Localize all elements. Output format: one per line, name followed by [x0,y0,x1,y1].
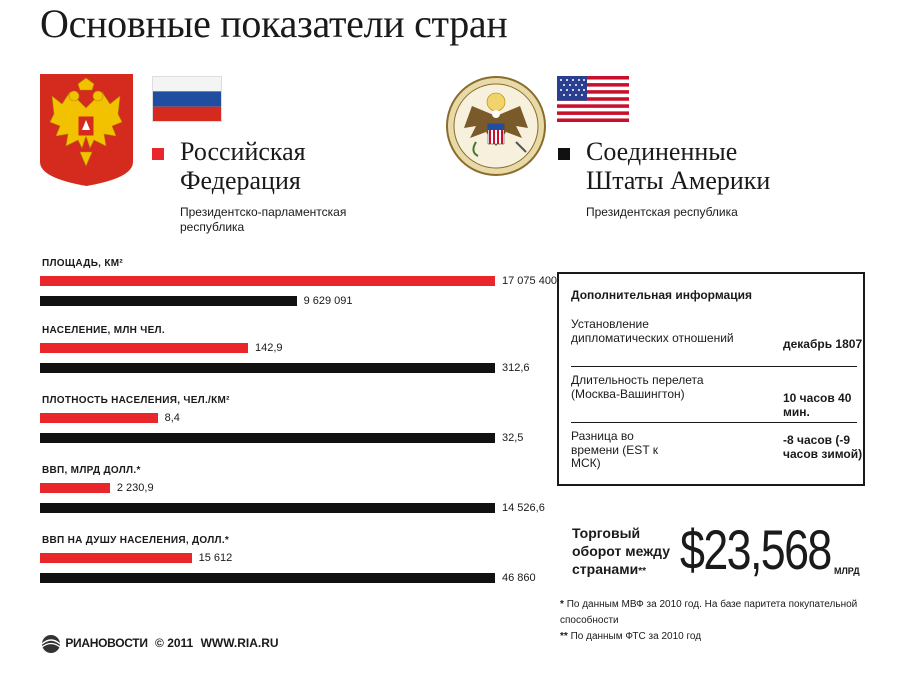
metric-label: ВВП, МЛРД ДОЛЛ.* [42,465,141,476]
footnote-text: По данным ФТС за 2010 год [570,631,702,642]
info-title: Дополнительная информация [571,288,752,302]
metric-label: ВВП НА ДУШУ НАСЕЛЕНИЯ, ДОЛЛ.* [42,535,230,546]
info-row-value: декабрь 1807 [783,337,863,351]
info-row-value: 10 часов 40 мин. [783,391,852,419]
additional-info-box: Дополнительная информация Установление д… [557,272,865,486]
russian-coat-of-arms-icon [40,74,133,186]
value-label-russia: 142,9 [254,342,283,354]
info-row-label: Длительность перелета (Москва-Вашингтон) [571,373,704,401]
ria-branding: РИАНОВОСТИ © 2011 WWW.RIA.RU [40,634,279,654]
metric-label: ПЛОТНОСТЬ НАСЕЛЕНИЯ, ЧЕЛ./КМ² [42,395,230,406]
value-label-usa: 312,6 [502,362,530,374]
russia-government-type: Президентско-парламентская республика [180,205,347,234]
bar-russia [40,553,192,563]
footnote-1: * По данным МВФ за 2010 год. На базе пар… [560,597,870,629]
ria-logo-icon [41,635,61,653]
russian-flag-icon [152,76,222,122]
footnote-2: ** По данным ФТС за 2010 год [560,629,870,645]
copyright: © 2011 [155,636,194,651]
usa-name-line1: Соединенные [586,137,738,166]
metric-label: ПЛОЩАДЬ, КМ² [42,258,123,269]
ria-logo-text: РИАНОВОСТИ [65,636,148,651]
value-label-russia: 8,4 [164,412,180,424]
usa-name-line2: Штаты Америки [586,166,771,195]
usa-legend-swatch [558,148,570,160]
page-title: Основные показатели стран [40,1,508,46]
bar-usa [40,433,495,443]
value-label-usa: 9 629 091 [303,295,353,307]
footnote-text: По данным МВФ за 2010 год. На базе парит… [560,599,858,626]
info-row-label: Разница во времени (EST к МСК) [571,429,659,470]
value-label-usa: 32,5 [502,432,524,444]
site-url: WWW.RIA.RU [200,636,279,651]
bar-usa [40,363,495,373]
value-label-russia: 2 230,9 [116,482,154,494]
trade-value: $23,568 [680,518,832,581]
info-row-value: -8 часов (-9 часов зимой) [783,433,863,461]
bar-usa [40,296,297,306]
bar-russia [40,343,248,353]
us-flag-icon [557,76,629,122]
russia-legend-swatch [152,148,164,160]
info-row-label: Установление дипломатических отношений [571,317,734,345]
trade-label-mark: ** [638,566,646,577]
bar-russia [40,276,495,286]
value-label-usa: 14 526,6 [502,502,545,514]
footnote-mark: * [560,599,564,610]
footnote-mark: ** [560,631,568,642]
russia-name-line1: Российская [180,137,306,166]
russia-name-line2: Федерация [180,166,301,195]
usa-name: Соединенные Штаты Америки [586,137,770,195]
bar-usa [40,503,495,513]
metric-label: НАСЕЛЕНИЕ, МЛН ЧЕЛ. [42,325,165,336]
info-divider [571,366,857,367]
value-label-russia: 15 612 [198,552,233,564]
us-great-seal-icon [446,76,546,176]
bar-russia [40,483,110,493]
info-divider [571,422,857,423]
trade-label-text: Торговый оборот между странами [572,525,670,577]
trade-unit: МЛРД [834,566,860,576]
bar-russia [40,413,158,423]
value-label-usa: 46 860 [502,572,536,584]
usa-government-type: Президентская республика [586,205,738,219]
trade-label: Торговый оборот между странами** [572,524,682,581]
bar-usa [40,573,495,583]
value-label-russia: 17 075 400 [502,275,558,287]
russia-name: Российская Федерация [180,137,306,195]
